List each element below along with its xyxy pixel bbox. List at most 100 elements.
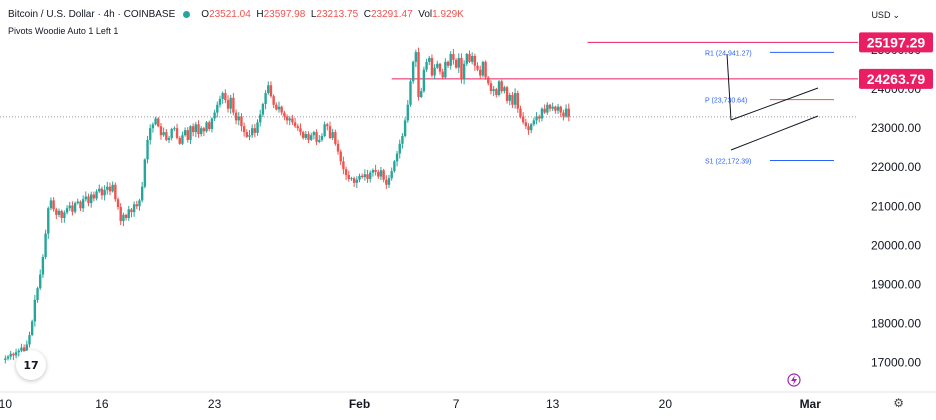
candle-body [484,61,487,78]
candle-body [430,57,434,76]
candle-body [95,191,98,199]
candle-body [382,170,385,180]
candle-body [138,200,141,207]
candle-body [283,112,286,117]
candle-body [436,63,439,68]
price-tags: 25197.29 24263.79 [859,32,933,89]
candle-body [395,153,399,162]
candle-body [30,321,34,336]
candle-body [181,135,184,144]
y-tick-label: 17000.00 [871,355,921,369]
candle-body [55,209,58,215]
candle-body [385,179,388,185]
volume-value: 1.929K [432,9,464,20]
candle-body [530,124,533,131]
candle-body [224,93,227,101]
candle-body [393,161,396,172]
candle-body [175,128,179,138]
candle-body [89,194,93,204]
y-tick-label: 20000.00 [871,238,921,252]
x-tick-label: 13 [546,397,560,411]
chevron-down-icon: ⌄ [892,10,900,20]
candle-body [288,118,291,121]
candle-body [315,132,318,142]
candle-body [460,57,463,80]
candle-body [318,139,321,142]
candle-body [503,87,506,92]
candle-body [245,132,249,137]
candle-body [98,188,101,192]
price-axis[interactable]: 17000.00 18000.00 19000.00 20000.00 21000.00… [871,43,921,369]
channel-upper-line[interactable] [730,87,819,121]
candle-body [44,233,47,257]
candle-body [183,130,187,136]
candle-body [543,108,546,113]
candle-body [130,209,133,213]
channel-lower-line[interactable] [730,115,819,151]
time-axis[interactable]: 10 16 23 Feb 7 13 20 Mar [0,397,821,411]
gear-icon[interactable]: ⚙ [893,396,904,410]
candle-body [205,122,208,132]
candle-body [114,184,117,200]
chart-header: Bitcoin / U.S. Dollar · 4h · COINBASE O2… [8,9,464,20]
candle-body [527,126,530,131]
candle-body [234,112,238,121]
candle-body [57,210,61,215]
candle-body [218,98,222,105]
candle-body [532,120,536,125]
candle-body [87,196,90,204]
y-tick-label: 22000.00 [871,160,921,174]
high-value: 23597.98 [263,9,306,20]
lightning-icon[interactable] [787,373,801,387]
high-key: H [256,9,264,20]
candle-body [159,126,163,136]
candle-body [17,350,20,353]
candle-body [334,132,337,144]
y-tick-label: 21000.00 [871,199,921,213]
candle-body [546,104,549,113]
candle-body [411,61,415,82]
candle-body [462,63,466,80]
candle-body [379,170,383,177]
candle-body [261,103,265,115]
indicator-label[interactable]: Pivots Woodie Auto 1 Left 1 [8,26,119,36]
candle-body [377,171,380,177]
tradingview-logo-icon[interactable]: 17 [16,350,46,380]
volume-key: Vol [418,9,433,20]
candle-body [106,186,109,190]
candle-body [197,124,200,135]
candle-body [269,85,273,97]
currency-selector[interactable]: USD ⌄ [869,6,900,21]
candle-body [420,91,423,97]
candle-body [111,184,114,192]
candle-body [221,93,224,99]
trendline-drop[interactable] [726,53,732,121]
candle-body [425,61,428,70]
candle-body [36,288,39,300]
candle-body [479,69,482,76]
candle-body [12,353,15,356]
candle-body [452,54,455,60]
candle-body [454,59,458,68]
candle-body [119,207,122,222]
candle-body [33,299,37,322]
trendline-drawings[interactable] [726,53,819,151]
candle-body [307,134,310,140]
price-tag-25197-bg [859,32,933,53]
price-tag-24263-bg [859,68,933,89]
candle-body [165,132,168,140]
candle-body [428,57,431,62]
candle-body [468,54,471,62]
candle-body [564,108,568,117]
price-tag-24263-text: 24263.79 [867,71,926,87]
candle-body [28,335,31,345]
candle-body [352,178,356,183]
currency-label: USD [871,10,891,20]
candle-body [350,178,353,180]
symbol-title[interactable]: Bitcoin / U.S. Dollar · 4h · COINBASE [8,9,176,20]
candle-body [189,126,192,140]
candle-body [9,353,12,357]
candle-body [140,186,144,201]
candle-body [242,126,246,133]
